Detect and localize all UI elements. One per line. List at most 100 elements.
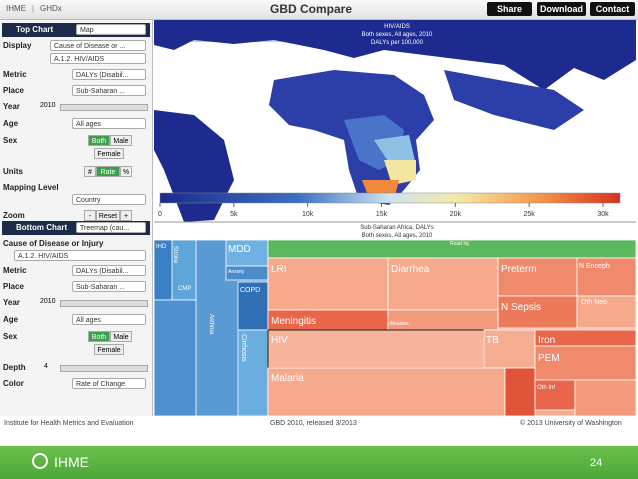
cell-label: Oth Inf [537,385,555,391]
option[interactable]: - [84,210,96,221]
select[interactable]: Cause of Disease or ... [50,40,146,51]
cell-label: Measles [390,321,409,327]
cell-label: Oth Neo [581,299,607,306]
footer-center: GBD 2010, released 3/2013 [270,420,357,427]
map-land-north[interactable] [154,20,636,90]
cell-label: Cirrhosis [240,334,247,362]
treemap-cell[interactable] [225,239,269,267]
select[interactable]: Rate of Change [72,378,146,389]
treemap-cell[interactable] [534,379,576,411]
year-slider[interactable] [60,300,148,307]
treemap-cell[interactable] [154,299,197,416]
app-title: GBD Compare [270,2,353,16]
option[interactable]: Both [88,135,110,146]
cell-label: Preterm [501,264,537,275]
depth-slider[interactable] [60,365,148,372]
select[interactable]: Sub-Saharan ... [72,281,146,292]
option[interactable]: # [84,166,96,177]
treemap-cell[interactable] [574,379,636,416]
select[interactable]: A.1.2. HIV/AIDS [14,250,146,261]
option[interactable]: Reset [96,210,120,221]
select[interactable]: A.1.2. HIV/AIDS [50,53,146,64]
cell-label: Malaria [271,373,304,384]
treemap-cell[interactable] [576,295,636,329]
option[interactable]: + [120,210,132,221]
treemap-cell[interactable] [267,367,506,416]
year-value: 2010 [40,298,56,305]
legend-label: 25k [524,211,536,218]
option[interactable]: Male [110,135,132,146]
treemap-cell[interactable] [576,257,636,297]
label: Color [3,379,24,388]
treemap-cell[interactable] [171,239,197,301]
label: Display [3,41,32,50]
select[interactable]: All ages [72,118,146,129]
cell-label: Diarrhea [391,264,430,275]
option[interactable]: % [120,166,132,177]
site[interactable]: GHDx [40,4,62,13]
cell-label: Asthma [208,314,214,335]
select[interactable]: All ages [72,314,146,325]
cell-label: Road Inj [450,241,469,247]
treemap [154,239,636,416]
legend-label: 0 [158,211,162,218]
treemap-cell[interactable] [387,309,499,331]
select[interactable]: DALYs (Disabil... [72,265,146,276]
label: Units [3,167,23,176]
cell-label: N Sepsis [501,302,541,313]
treemap-cell[interactable] [534,345,636,381]
label: Age [3,119,19,128]
cell-label: Anxiety [228,269,245,275]
page-number: 24 [590,457,603,469]
control-panel: Top Chart Map Display Cause of Disease o… [0,20,153,416]
cell-label: Meningitis [271,316,316,327]
option[interactable]: Male [110,331,132,342]
label: Depth [3,363,26,372]
depth-value: 4 [44,363,48,370]
treemap-cell[interactable] [237,329,269,416]
select[interactable]: Sub-Saharan ... [72,85,146,96]
label: Sex [3,332,18,341]
treemap-cell[interactable] [504,367,536,416]
map-region[interactable] [384,160,416,185]
legend-label: 10k [302,211,314,218]
cell-label: CMP [178,286,191,292]
contact-button[interactable]: Contact [590,2,635,16]
legend-label: 5k [230,211,238,218]
label: Sex [3,136,18,145]
cell-label: LRI [271,264,287,275]
chart-type-select[interactable]: Map [76,24,146,35]
legend-label: 20k [450,211,462,218]
year-slider[interactable] [60,104,148,111]
cell-label: HIV [271,335,288,346]
option[interactable]: Female [94,344,124,355]
chart-type-select[interactable]: Treemap (cau... [76,222,146,233]
separator: | [32,4,35,13]
cell-label: MDD [228,244,251,255]
footer-left[interactable]: Institute for Health Metrics and Evaluat… [4,420,134,427]
treemap-cell[interactable] [267,329,485,369]
cell-label: PEM [538,353,560,364]
treemap-cell[interactable] [387,257,499,311]
share-button[interactable]: Share [487,2,532,16]
option[interactable]: Female [94,148,124,159]
map-subtitle: Both sexes, All ages, 2010 [362,32,433,38]
cell-label: Iron [538,335,555,346]
brand[interactable]: IHME [6,4,26,13]
map-land-east[interactable] [444,70,584,130]
legend-label: 15k [376,211,388,218]
option[interactable]: Both [88,331,110,342]
label: Mapping Level [3,183,59,192]
charts: HIV/AIDS Both sexes, All ages, 2010 DALY… [154,20,636,416]
label: Place [3,86,24,95]
label: Year [3,102,20,111]
label: Age [3,315,19,324]
download-button[interactable]: Download [537,2,586,16]
option[interactable]: Rate [96,166,120,177]
select[interactable]: Country [72,194,146,205]
cell-label: Stroke [172,246,178,264]
cell-label: IHD [156,244,167,250]
treemap-cell[interactable] [237,281,269,331]
select[interactable]: DALYs (Disabil... [72,69,146,80]
